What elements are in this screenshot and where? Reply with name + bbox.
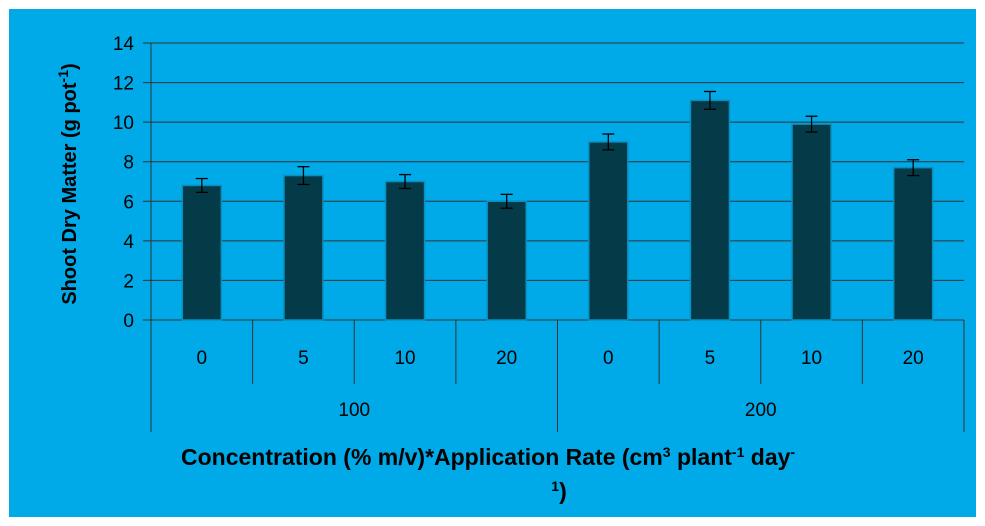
x-group-label: 100 [338, 400, 370, 421]
x-category-label: 20 [903, 348, 924, 369]
bar [689, 99, 731, 321]
y-tick-label: 2 [123, 271, 134, 292]
x-axis-label-part2: plant [671, 444, 733, 470]
bars [181, 90, 934, 321]
gridlines [143, 42, 964, 281]
y-tick-label: 6 [123, 192, 134, 213]
y-axis-label-end: ) [59, 63, 81, 70]
x-axis-label-line2-end: ) [559, 478, 567, 504]
x-axis-label-part3: day [744, 444, 790, 470]
chart-panel: 0 2 4 6 8 10 12 14 0 5 10 20 0 5 10 20 100 200 Shoot Dry… [9, 9, 976, 517]
x-category-label: 10 [394, 348, 415, 369]
x-category-label: 0 [603, 348, 614, 369]
y-tick-label: 14 [113, 34, 135, 55]
bar [791, 123, 832, 321]
axes [143, 43, 965, 432]
x-axis-label-sup3: - [790, 444, 795, 460]
x-category-label: 0 [197, 348, 208, 369]
y-tick-label: 4 [123, 232, 134, 253]
y-tick-label: 8 [123, 153, 134, 174]
x-category-label: 20 [496, 348, 517, 369]
x-category-label: 10 [801, 348, 822, 369]
bar [892, 166, 934, 321]
x-axis-label-sup2: -1 [732, 444, 745, 460]
x-axis-label-line1: Concentration (% m/v)*Application Rate (… [181, 444, 795, 470]
y-axis-label-sup: -1 [55, 70, 71, 83]
x-axis-label-part1: Concentration (% m/v)*Application Rate (… [181, 444, 663, 470]
x-category-label: 5 [705, 348, 716, 369]
y-tick-label: 10 [113, 113, 134, 134]
y-axis-label-main: Shoot Dry Matter (g pot [59, 82, 81, 305]
x-category-label: 5 [298, 348, 309, 369]
x-axis-label-line2-sup: 1 [551, 478, 559, 494]
x-axis-label-sup1: 3 [663, 444, 671, 460]
bar [283, 174, 324, 321]
y-axis-label: Shoot Dry Matter (g pot-1) [55, 63, 81, 304]
bar [486, 200, 527, 321]
y-tick-label: 12 [113, 74, 134, 95]
x-group-label: 200 [745, 400, 777, 421]
bar [181, 184, 223, 321]
x-axis-label-line2: 1) [551, 478, 566, 504]
y-tick-labels: 0 2 4 6 8 10 12 14 [113, 34, 135, 332]
bar [588, 141, 629, 321]
bar [384, 180, 426, 321]
y-tick-label: 0 [123, 311, 134, 332]
